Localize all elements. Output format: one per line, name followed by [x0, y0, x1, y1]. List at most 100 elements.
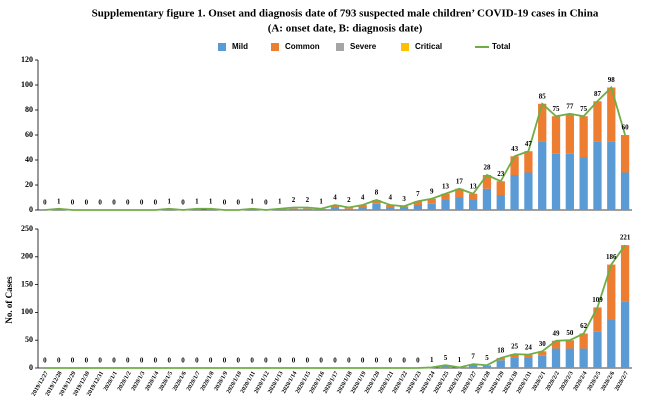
bar — [399, 207, 409, 210]
data-label: 25 — [511, 343, 519, 351]
data-label: 0 — [71, 199, 75, 207]
bar — [358, 205, 367, 208]
bar — [441, 365, 450, 368]
data-label: 62 — [580, 322, 588, 330]
data-label: 0 — [154, 357, 158, 365]
bar — [565, 153, 574, 210]
data-label: 186 — [606, 253, 617, 261]
bar — [386, 205, 395, 208]
data-label: 0 — [85, 357, 89, 365]
bar — [372, 203, 381, 210]
data-label: 28 — [483, 164, 491, 172]
data-label: 7 — [416, 190, 420, 198]
data-label: 5 — [444, 354, 448, 362]
bar — [510, 357, 519, 368]
data-label: 0 — [112, 199, 116, 207]
y-tick-label: 40 — [25, 155, 33, 164]
bar — [607, 87, 616, 142]
data-label: 75 — [553, 105, 561, 113]
data-label: 0 — [43, 199, 47, 207]
bar — [468, 200, 478, 210]
data-label: 30 — [539, 340, 547, 348]
data-label: 47 — [525, 140, 533, 148]
data-label: 85 — [539, 92, 547, 100]
y-tick-label: 250 — [21, 224, 33, 233]
bar — [620, 135, 630, 173]
bar — [468, 193, 478, 200]
bar — [482, 188, 492, 210]
data-label: 60 — [622, 124, 630, 132]
bar — [551, 348, 561, 368]
bar — [510, 175, 519, 210]
data-label: 3 — [402, 195, 406, 203]
y-tick-label: 120 — [21, 55, 33, 64]
bar — [455, 197, 464, 210]
bar — [538, 351, 547, 356]
data-label: 109 — [592, 296, 603, 304]
data-label: 0 — [333, 357, 337, 365]
data-label: 0 — [319, 357, 323, 365]
bar — [427, 198, 436, 204]
bar — [551, 153, 561, 210]
y-tick-label: 150 — [21, 279, 33, 288]
data-label: 0 — [71, 357, 75, 365]
bar — [344, 208, 353, 210]
chart-subtitle: (A: onset date, B: diagnosis date) — [268, 23, 423, 35]
bar — [593, 101, 602, 142]
data-label: 0 — [43, 357, 47, 365]
y-tick-label: 100 — [21, 80, 33, 89]
bar — [496, 360, 505, 368]
data-label: 0 — [278, 357, 282, 365]
data-label: 0 — [140, 199, 144, 207]
bar — [524, 151, 533, 173]
data-label: 8 — [375, 189, 379, 197]
data-label: 13 — [442, 182, 450, 190]
bar — [565, 113, 574, 154]
bar — [538, 355, 547, 368]
bar — [524, 357, 533, 368]
data-label: 0 — [195, 357, 199, 365]
data-label: 2 — [347, 196, 351, 204]
data-label: 0 — [306, 357, 310, 365]
legend-swatch — [271, 43, 279, 51]
data-label: 0 — [375, 357, 379, 365]
bar — [524, 172, 533, 210]
legend-label: Critical — [415, 42, 442, 51]
y-tick-label: 200 — [21, 252, 33, 261]
legend-label: Total — [492, 42, 511, 51]
bar — [579, 348, 588, 368]
bar — [468, 364, 478, 368]
data-label: 0 — [209, 357, 213, 365]
bar — [538, 103, 547, 142]
data-label: 0 — [264, 199, 268, 207]
bar — [441, 193, 450, 200]
data-label: 24 — [525, 343, 533, 351]
bar — [565, 348, 574, 368]
y-tick-label: 0 — [29, 205, 33, 214]
data-label: 0 — [237, 199, 241, 207]
chart-title: Supplementary figure 1. Onset and diagno… — [92, 8, 599, 20]
data-label: 0 — [237, 357, 241, 365]
bar — [413, 201, 423, 205]
data-label: 1 — [278, 197, 282, 205]
bar — [579, 333, 588, 349]
bar — [593, 331, 602, 368]
data-label: 1 — [195, 197, 199, 205]
data-label: 0 — [416, 357, 420, 365]
data-label: 4 — [361, 194, 365, 202]
bar — [620, 172, 630, 210]
bar — [482, 175, 492, 189]
data-label: 0 — [264, 357, 268, 365]
total-line — [44, 244, 626, 369]
legend-label: Mild — [232, 42, 248, 51]
y-tick-label: 100 — [21, 307, 33, 316]
data-label: 1 — [167, 197, 171, 205]
bar — [510, 354, 519, 358]
data-label: 0 — [347, 357, 351, 365]
bar — [551, 116, 561, 154]
y-tick-label: 80 — [25, 105, 33, 114]
data-label: 1 — [57, 197, 61, 205]
data-label: 0 — [167, 357, 171, 365]
data-label: 7 — [471, 353, 475, 361]
